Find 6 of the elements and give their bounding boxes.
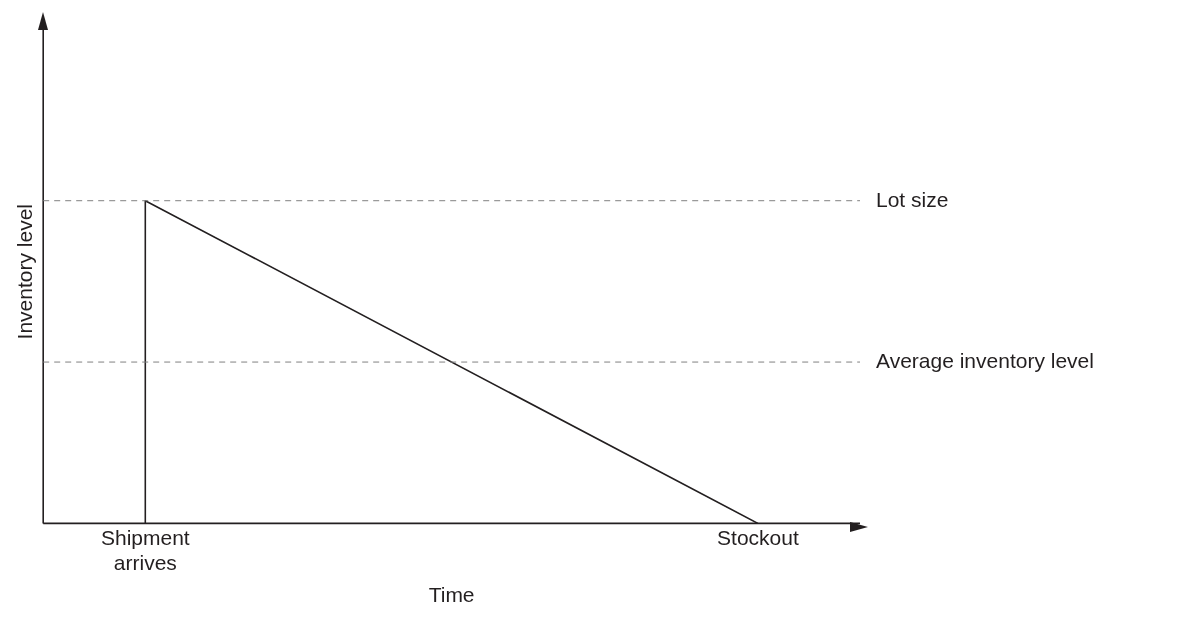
ref-line-label: Average inventory level [876, 348, 1094, 372]
x-axis-title: Time [428, 583, 475, 607]
x-tick-label: Shipment arrives [100, 525, 190, 574]
y-axis-title: Inventory level [13, 204, 37, 340]
ref-line-label: Lot size [876, 187, 949, 211]
x-tick-label: Stockout [717, 525, 799, 549]
